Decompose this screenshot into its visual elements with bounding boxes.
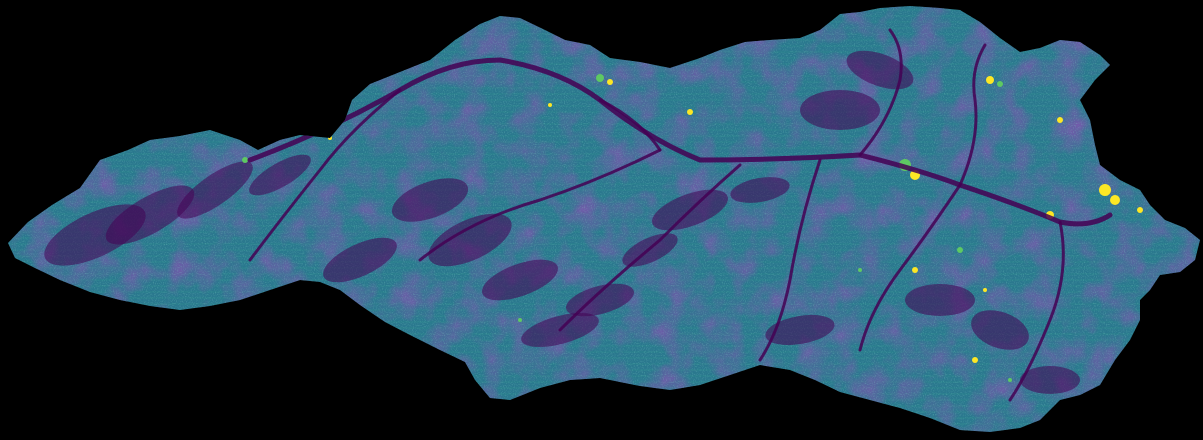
low-value-zones (44, 50, 1080, 394)
high-value-spot (912, 267, 918, 273)
low-value-zone (249, 154, 311, 196)
low-value-zone (323, 237, 397, 283)
low-value-zone (177, 161, 253, 219)
low-value-zone (971, 310, 1029, 350)
stream-channel (858, 183, 962, 352)
high-value-spot (1099, 184, 1111, 196)
low-value-zone (846, 50, 914, 90)
high-value-spot (1008, 378, 1012, 382)
high-value-spot (972, 357, 978, 363)
high-value-spot (328, 136, 332, 140)
stream-channel (247, 57, 1113, 227)
high-value-spot (957, 247, 963, 253)
low-value-zone (800, 90, 880, 130)
low-value-zone (905, 284, 975, 316)
high-value-spot (1110, 195, 1120, 205)
stream-channel (418, 148, 662, 262)
low-value-zone (105, 185, 195, 245)
high-value-spot (548, 103, 552, 107)
low-value-zone (428, 213, 512, 267)
high-value-spot (1057, 117, 1063, 123)
high-value-spot (518, 318, 522, 322)
stream-channel (858, 28, 903, 157)
low-value-zone (1020, 366, 1080, 394)
high-value-spot (858, 268, 862, 272)
stream-channel (558, 163, 742, 332)
high-value-spot (997, 81, 1003, 87)
high-value-spot (607, 79, 613, 85)
high-value-spot (596, 74, 604, 82)
stream-channel (758, 158, 822, 362)
high-value-spot (1137, 207, 1143, 213)
stream-channel (598, 98, 662, 152)
stream-channel (1008, 220, 1065, 402)
low-value-zone (730, 177, 790, 203)
stream-channel (248, 88, 402, 262)
high-value-spot (577, 37, 583, 43)
high-value-spot (986, 76, 994, 84)
low-value-zone (765, 314, 835, 346)
high-value-spot (687, 109, 693, 115)
low-value-zone (482, 259, 558, 301)
stream-channels (247, 28, 1113, 402)
high-value-spot (242, 157, 248, 163)
high-value-spot (983, 288, 987, 292)
low-value-zone (391, 178, 469, 222)
stream-channel (958, 43, 987, 187)
